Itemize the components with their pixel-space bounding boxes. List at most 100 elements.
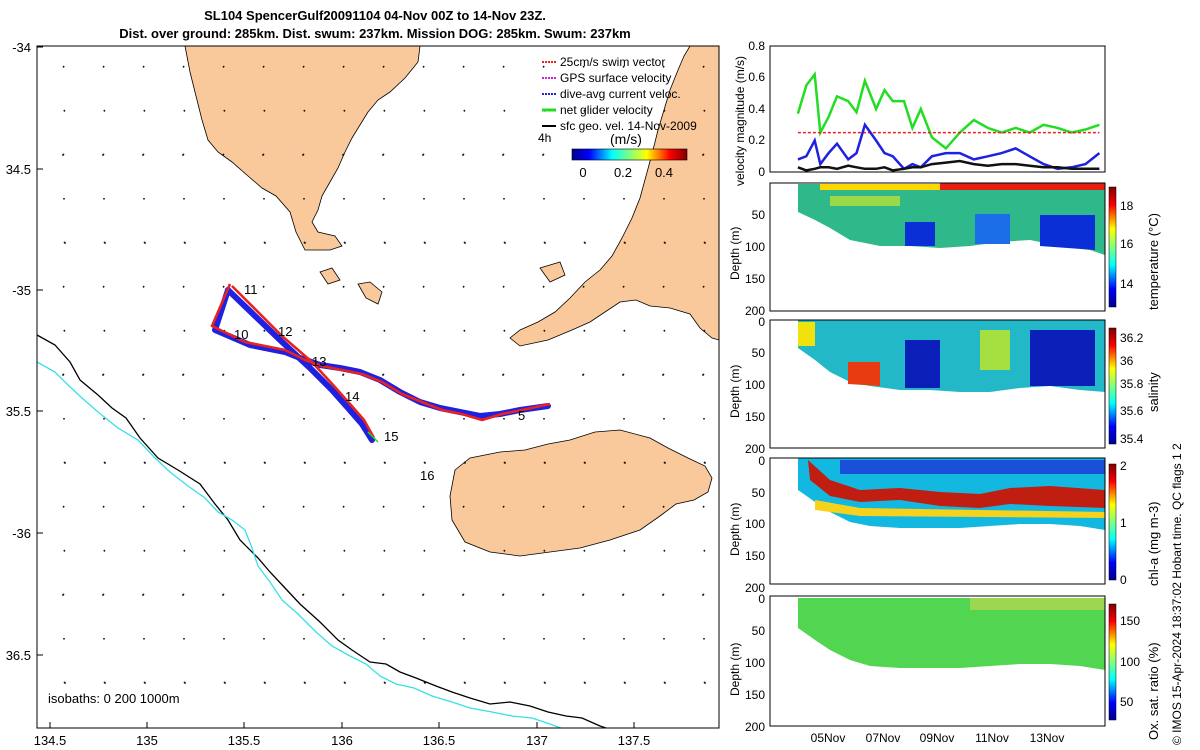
current-vector xyxy=(63,241,67,245)
current-vector xyxy=(63,109,66,112)
current-vector xyxy=(463,329,466,332)
colorbar-tick: 0 xyxy=(1120,573,1127,587)
current-vector xyxy=(703,461,707,465)
current-vector xyxy=(301,153,305,157)
time-tick: 07Nov xyxy=(866,731,901,745)
current-vector xyxy=(262,65,265,68)
colorbar-labels: 14 16 18 temperature (°C) 35.4 35.6 35.8… xyxy=(1120,199,1161,740)
current-vector xyxy=(582,285,585,288)
current-vector xyxy=(463,241,467,245)
oxygen-panel xyxy=(769,595,1117,727)
current-vector xyxy=(263,241,267,245)
current-vector xyxy=(183,241,187,245)
current-vector xyxy=(461,593,465,597)
current-vector xyxy=(63,681,67,685)
chlorophyll-colorbar xyxy=(1108,463,1117,581)
current-vector xyxy=(63,329,66,332)
current-vector xyxy=(621,373,625,377)
current-vector xyxy=(221,593,225,597)
current-vector xyxy=(541,373,545,377)
current-vector xyxy=(343,329,346,332)
current-vector xyxy=(142,505,145,508)
temperature-warm-patch xyxy=(830,196,900,206)
colorbar-tick: 35.6 xyxy=(1120,404,1144,418)
map-panel: 11 10 12 13 14 15 16 5 134.5 135 135.5 1… xyxy=(6,40,720,748)
salinity-colorbar xyxy=(1108,327,1117,445)
current-vector xyxy=(143,109,146,112)
current-vector xyxy=(182,285,185,288)
depth-tick: 200 xyxy=(745,720,765,734)
map-x-tick: 135.5 xyxy=(228,733,261,748)
map-y-tick: -35 xyxy=(12,283,31,298)
current-vector xyxy=(303,681,307,685)
velocity-frame xyxy=(769,45,1106,173)
current-vector xyxy=(503,461,507,465)
current-vector xyxy=(581,593,585,597)
salinity-salty-patch xyxy=(848,362,880,386)
current-vector xyxy=(701,593,705,597)
temperature-warm-layer xyxy=(820,184,940,190)
current-vector xyxy=(221,153,225,157)
current-vector xyxy=(382,285,385,288)
current-vector xyxy=(183,329,186,332)
current-vector xyxy=(263,681,267,685)
salinity-mid-patch xyxy=(980,330,1010,370)
current-vector xyxy=(581,373,585,377)
current-vector xyxy=(303,549,306,552)
current-vector xyxy=(142,65,145,68)
current-vector xyxy=(342,285,345,288)
current-vector xyxy=(462,505,465,508)
current-vector xyxy=(102,505,105,508)
colorbar-tick: 36 xyxy=(1120,354,1134,368)
current-vector xyxy=(222,65,225,68)
velocity-y-label: velocity magnitude (m/s) xyxy=(733,56,747,186)
current-vector xyxy=(583,329,586,332)
current-vector xyxy=(463,549,466,552)
depth-tick: 0 xyxy=(758,592,765,606)
current-vector xyxy=(223,681,227,685)
velocity-series-line xyxy=(796,71,1100,151)
current-vector xyxy=(342,505,345,508)
current-vector xyxy=(503,109,506,112)
figure-title-line2: Dist. over ground: 285km. Dist. swum: 23… xyxy=(119,26,631,41)
colorbar-title: Ox. sat. ratio (%) xyxy=(1146,642,1161,740)
current-vector xyxy=(61,593,65,597)
current-vector xyxy=(183,461,187,465)
chlorophyll-mid-layer xyxy=(815,500,1105,518)
current-vector xyxy=(63,461,67,465)
current-vector xyxy=(303,461,307,465)
current-vector xyxy=(262,505,265,508)
current-vector xyxy=(421,153,425,157)
current-vector xyxy=(143,549,146,552)
colorbar-tick: 0.2 xyxy=(614,165,632,180)
salinity-frame xyxy=(769,319,1106,449)
velocity-y-tick: 0.8 xyxy=(748,39,765,53)
velocity-panel: 0 0.2 0.4 0.6 0.8 velocity magnitude (m/… xyxy=(733,39,1106,186)
glider-track xyxy=(210,283,551,443)
colorbar-tick: 100 xyxy=(1120,655,1140,669)
current-vector xyxy=(703,549,706,552)
track-red-swim xyxy=(231,285,376,439)
temperature-panel xyxy=(769,182,1117,312)
current-vector xyxy=(661,593,665,597)
depth-tick: 200 xyxy=(745,442,765,456)
current-vector xyxy=(501,153,505,157)
depth-tick: 100 xyxy=(745,656,765,670)
current-vector xyxy=(301,593,305,597)
colorbar-tick: 36.2 xyxy=(1120,331,1144,345)
current-vector xyxy=(181,373,185,377)
velocity-y-axis: 0 0.2 0.4 0.6 0.8 xyxy=(748,39,765,179)
current-vector xyxy=(381,153,385,157)
current-vector xyxy=(103,461,107,465)
current-vector xyxy=(501,373,505,377)
current-vector xyxy=(343,241,347,245)
map-y-tick: 36.5 xyxy=(6,648,31,663)
current-vector xyxy=(181,153,185,157)
legend-label: GPS surface velocity xyxy=(560,71,671,85)
current-vector xyxy=(663,549,666,552)
map-x-tick: 135 xyxy=(136,733,158,748)
current-vector xyxy=(302,65,305,68)
velocity-series-line xyxy=(797,121,1101,171)
colorbar-tick: 50 xyxy=(1120,695,1134,709)
